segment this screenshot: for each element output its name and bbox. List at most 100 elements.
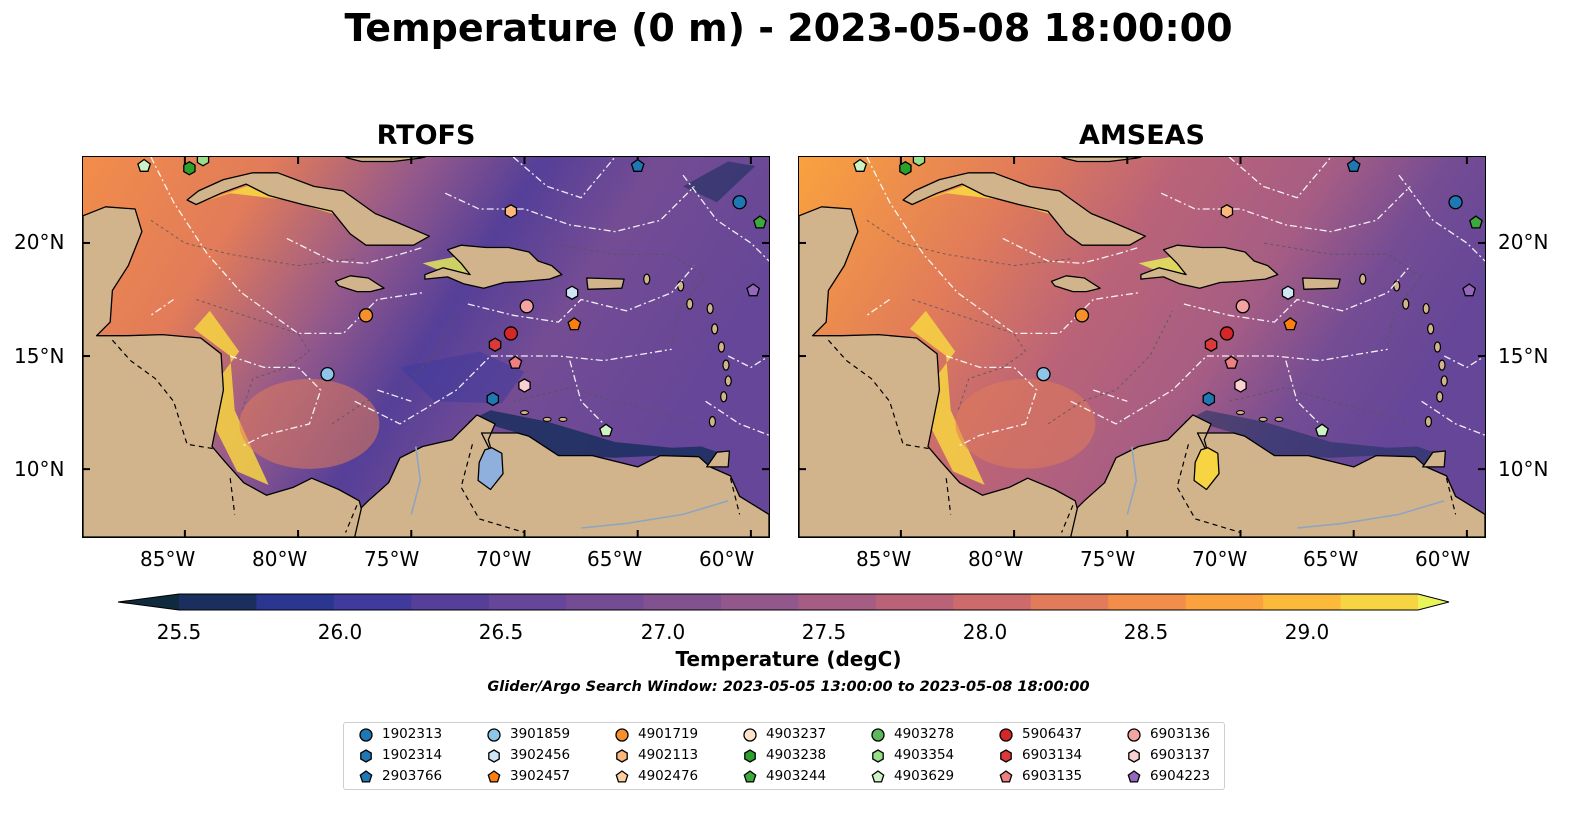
legend-marker[interactable] [1127, 728, 1141, 742]
float-marker-4903354[interactable] [196, 157, 210, 167]
float-marker-4903629[interactable] [853, 158, 868, 172]
float-marker-6904223[interactable] [1462, 283, 1477, 297]
legend-marker[interactable] [1128, 749, 1140, 763]
legend-label: 4903238 [766, 747, 827, 763]
float-marker-3901859[interactable] [1036, 366, 1051, 382]
legend-marker-circle-icon [743, 728, 757, 742]
legend-marker-hexagon-icon [1000, 749, 1012, 763]
legend-label: 2903766 [382, 768, 443, 784]
legend-marker[interactable] [999, 728, 1013, 742]
float-marker-3902457[interactable] [1283, 317, 1298, 331]
legend-label: 1902313 [382, 726, 443, 742]
lon-tick-60w: 60°W [699, 547, 755, 571]
rtofs-map-svg [83, 157, 769, 537]
float-marker-4902113[interactable] [1220, 204, 1234, 219]
legend-marker[interactable] [743, 728, 757, 742]
float-marker-6903136[interactable] [519, 299, 534, 314]
colorbar-segment [1340, 594, 1419, 610]
legend-label: 4903244 [766, 768, 827, 784]
float-marker-2903766[interactable] [630, 158, 645, 172]
float-marker-3901859[interactable] [320, 366, 335, 382]
float-marker-1902314[interactable] [486, 391, 500, 407]
legend-marker-circle-icon [359, 728, 373, 742]
float-marker-6903135[interactable] [1224, 355, 1239, 369]
float-marker-4903238[interactable] [183, 161, 196, 176]
colorbar-segment [953, 594, 1032, 610]
legend-marker[interactable] [359, 770, 373, 783]
map-panel-rtofs[interactable] [82, 156, 770, 538]
colorbar-segment [1185, 594, 1264, 610]
float-marker-4903629[interactable] [137, 158, 152, 172]
legend-marker[interactable] [872, 749, 884, 763]
legend-label: 3901859 [510, 726, 571, 742]
float-marker-6903136[interactable] [1235, 299, 1250, 314]
legend-marker[interactable] [744, 749, 756, 763]
legend-marker[interactable] [359, 728, 373, 742]
legend-marker[interactable] [360, 749, 372, 763]
lat-tick-10n: 10°N [14, 457, 65, 481]
legend-marker[interactable] [871, 770, 885, 783]
lon-tick-70w: 70°W [476, 547, 532, 571]
colorbar-tick: 27.5 [801, 620, 847, 644]
legend-marker-circle-icon [999, 728, 1013, 742]
legend-label: 4903278 [894, 726, 955, 742]
float-marker-6903137[interactable] [518, 378, 531, 393]
legend-marker[interactable] [1127, 770, 1141, 783]
legend-marker-circle-icon [871, 728, 885, 742]
float-marker-3902457[interactable] [567, 317, 582, 331]
legend-label: 4901719 [638, 726, 699, 742]
float-marker-6903134[interactable] [488, 337, 502, 352]
float-marker-4903629[interactable] [1315, 423, 1329, 437]
lat-tick-10n: 10°N [1498, 457, 1549, 481]
legend-marker[interactable] [743, 770, 757, 783]
legend-marker[interactable] [616, 749, 628, 763]
colorbar-segment [1108, 594, 1187, 610]
legend-marker-circle-icon [1127, 728, 1141, 742]
float-marker-6903137[interactable] [1234, 378, 1247, 393]
legend-marker[interactable] [615, 770, 629, 783]
colorbar-segment [179, 594, 258, 610]
float-marker-4903238[interactable] [899, 161, 912, 176]
legend-label: 4903629 [894, 768, 955, 784]
colorbar-tick: 27.0 [640, 620, 686, 644]
float-marker-3902456[interactable] [565, 285, 579, 300]
float-marker-5906437[interactable] [1219, 326, 1235, 341]
float-marker-1902313[interactable] [732, 195, 747, 210]
float-marker-6903134[interactable] [1204, 337, 1218, 352]
float-marker-6904223[interactable] [746, 283, 761, 297]
lon-tick-60w: 60°W [1415, 547, 1471, 571]
lat-tick-15n: 15°N [14, 344, 65, 368]
legend-label: 6903135 [1022, 768, 1083, 784]
legend-marker[interactable] [487, 728, 501, 742]
colorbar-segment [1263, 594, 1342, 610]
legend-marker[interactable] [488, 749, 500, 763]
float-marker-5906437[interactable] [503, 326, 519, 341]
legend-marker[interactable] [999, 770, 1013, 783]
float-marker-4903629[interactable] [599, 423, 613, 437]
float-marker-6903135[interactable] [508, 355, 523, 369]
colorbar-tick: 26.0 [317, 620, 363, 644]
legend-label: 4902476 [638, 768, 699, 784]
colorbar-tick: 25.5 [156, 620, 202, 644]
float-marker-1902313[interactable] [1448, 195, 1463, 210]
legend-marker[interactable] [487, 770, 501, 783]
float-marker-4903244[interactable] [753, 215, 767, 229]
legend-marker[interactable] [1000, 749, 1012, 763]
float-marker-4902113[interactable] [504, 204, 518, 219]
legend-marker[interactable] [615, 728, 629, 742]
float-marker-4903244[interactable] [1469, 215, 1483, 229]
legend-label: 4903237 [766, 726, 827, 742]
float-marker-2903766[interactable] [1346, 158, 1361, 172]
float-marker-4903354[interactable] [912, 157, 926, 167]
colorbar-tick: 28.5 [1123, 620, 1169, 644]
legend-marker[interactable] [871, 728, 885, 742]
colorbar-extend-min [118, 594, 179, 610]
float-marker-4901719[interactable] [358, 308, 374, 323]
legend-label: 6904223 [1150, 768, 1211, 784]
float-marker-1902314[interactable] [1202, 391, 1216, 407]
float-marker-4901719[interactable] [1074, 308, 1090, 323]
float-marker-3902456[interactable] [1281, 285, 1295, 300]
map-panel-amseas[interactable] [798, 156, 1486, 538]
panel-title-amseas: AMSEAS [1079, 120, 1205, 151]
colorbar-segment [798, 594, 877, 610]
